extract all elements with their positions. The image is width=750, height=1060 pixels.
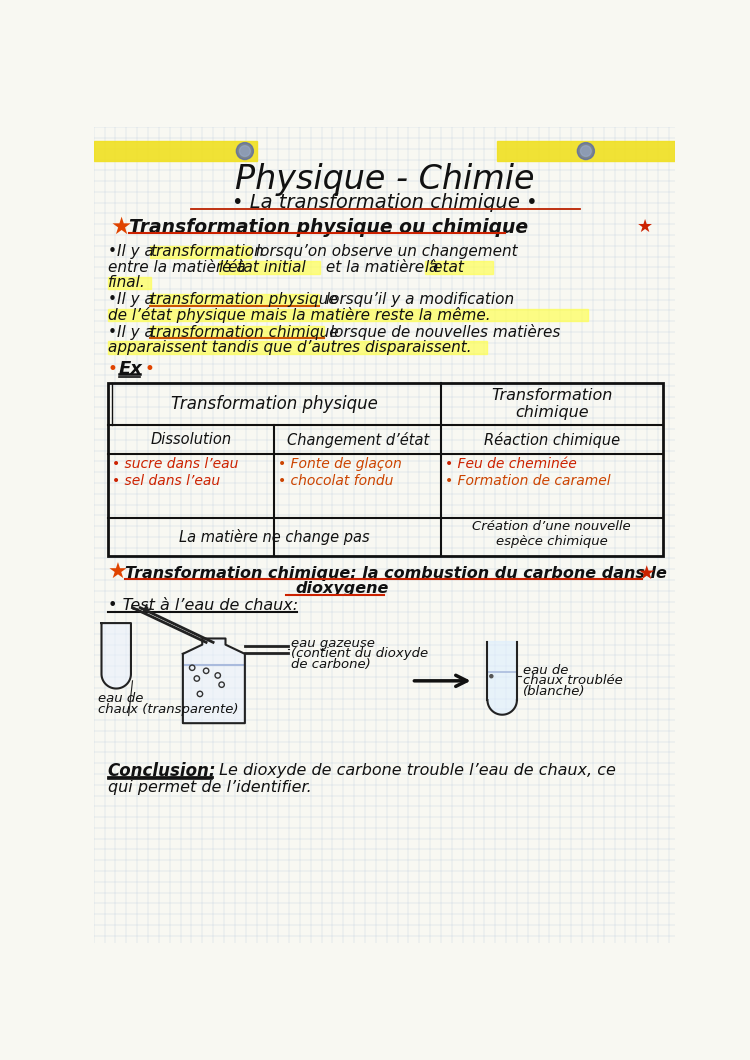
- Text: • Formation de caramel: • Formation de caramel: [445, 474, 610, 488]
- Text: •: •: [108, 360, 118, 378]
- Text: •Il y a: •Il y a: [108, 245, 158, 260]
- Circle shape: [580, 145, 591, 157]
- Text: •Il y a: •Il y a: [108, 293, 158, 307]
- Text: chaux troublée: chaux troublée: [523, 674, 622, 687]
- Text: • chocolat fondu: • chocolat fondu: [278, 474, 394, 488]
- Text: chaux (transparente): chaux (transparente): [98, 703, 238, 717]
- Text: (blanche): (blanche): [523, 685, 586, 699]
- Text: • La transformation chimique •: • La transformation chimique •: [232, 193, 537, 212]
- Text: transformation: transformation: [150, 245, 264, 260]
- Circle shape: [239, 145, 250, 157]
- Text: •: •: [145, 360, 154, 378]
- Bar: [150, 246, 251, 258]
- Text: transformation physique: transformation physique: [150, 293, 338, 307]
- Text: Ex: Ex: [118, 360, 142, 378]
- Polygon shape: [101, 623, 131, 689]
- Bar: [424, 261, 493, 273]
- Text: (contient du dioxyde: (contient du dioxyde: [291, 648, 428, 660]
- Text: final.: final.: [108, 276, 146, 290]
- Text: l’etat: l’etat: [424, 260, 464, 275]
- Bar: [94, 141, 256, 161]
- Bar: [108, 308, 588, 321]
- Circle shape: [578, 143, 595, 160]
- Text: lorsqu’on observe un changement: lorsqu’on observe un changement: [251, 245, 518, 260]
- Text: • Test à l’eau de chaux:: • Test à l’eau de chaux:: [108, 598, 298, 613]
- Text: Changement d’état: Changement d’état: [286, 431, 429, 447]
- Text: ★: ★: [638, 564, 655, 583]
- Bar: [108, 341, 488, 354]
- Text: eau de: eau de: [523, 664, 568, 676]
- Text: Le dioxyde de carbone trouble l’eau de chaux, ce: Le dioxyde de carbone trouble l’eau de c…: [214, 763, 616, 778]
- Text: eau de: eau de: [98, 692, 143, 705]
- Text: La matière ne change pas: La matière ne change pas: [179, 529, 370, 545]
- Text: • sel dans l’eau: • sel dans l’eau: [112, 474, 220, 488]
- Text: dioxygene: dioxygene: [296, 581, 388, 596]
- Text: eau gazeuse: eau gazeuse: [291, 637, 375, 650]
- Text: qui permet de l’identifier.: qui permet de l’identifier.: [108, 780, 311, 795]
- Text: apparaissent tandis que d’autres disparaissent.: apparaissent tandis que d’autres dispara…: [108, 340, 471, 355]
- Text: de l’état physique mais la matière reste la même.: de l’état physique mais la matière reste…: [108, 307, 490, 323]
- Bar: [108, 277, 151, 289]
- Bar: [496, 141, 675, 161]
- Text: et la matière à: et la matière à: [321, 260, 443, 275]
- Text: transformation chimique: transformation chimique: [150, 324, 339, 339]
- Polygon shape: [183, 638, 244, 723]
- Text: ★: ★: [111, 215, 132, 240]
- Text: Dissolution: Dissolution: [151, 432, 232, 447]
- Text: ★: ★: [108, 563, 128, 583]
- Text: • Fonte de glaçon: • Fonte de glaçon: [278, 457, 402, 471]
- Text: Transformation
chimique: Transformation chimique: [491, 388, 613, 420]
- Text: • sucre dans l’eau: • sucre dans l’eau: [112, 457, 238, 471]
- Bar: [150, 294, 320, 306]
- Text: lorsqu’il y a modification: lorsqu’il y a modification: [321, 293, 514, 307]
- Text: •Il y a: •Il y a: [108, 324, 158, 339]
- Text: Physique - Chimie: Physique - Chimie: [235, 163, 534, 196]
- Text: • Feu de cheminée: • Feu de cheminée: [445, 457, 577, 471]
- Bar: [219, 261, 320, 273]
- Text: Création d’une nouvelle
espèce chimique: Création d’une nouvelle espèce chimique: [472, 519, 631, 548]
- Bar: [150, 325, 324, 338]
- Text: l’état initial: l’état initial: [219, 260, 306, 275]
- Bar: [108, 383, 662, 556]
- Circle shape: [236, 143, 254, 160]
- Text: Conclusion:: Conclusion:: [108, 762, 216, 780]
- Text: lorsque de nouvelles matières: lorsque de nouvelles matières: [326, 324, 561, 340]
- Text: Transformation chimique: la combustion du carbone dans le: Transformation chimique: la combustion d…: [124, 566, 667, 581]
- Text: Transformation physique: Transformation physique: [171, 395, 378, 413]
- Text: entre la matière à: entre la matière à: [108, 260, 250, 275]
- Circle shape: [490, 674, 493, 677]
- Text: de carbone): de carbone): [291, 658, 371, 671]
- Polygon shape: [488, 641, 517, 714]
- Text: ★: ★: [638, 218, 653, 236]
- Text: Transformation physique ou chimique: Transformation physique ou chimique: [130, 217, 529, 236]
- Text: Réaction chimique: Réaction chimique: [484, 431, 620, 447]
